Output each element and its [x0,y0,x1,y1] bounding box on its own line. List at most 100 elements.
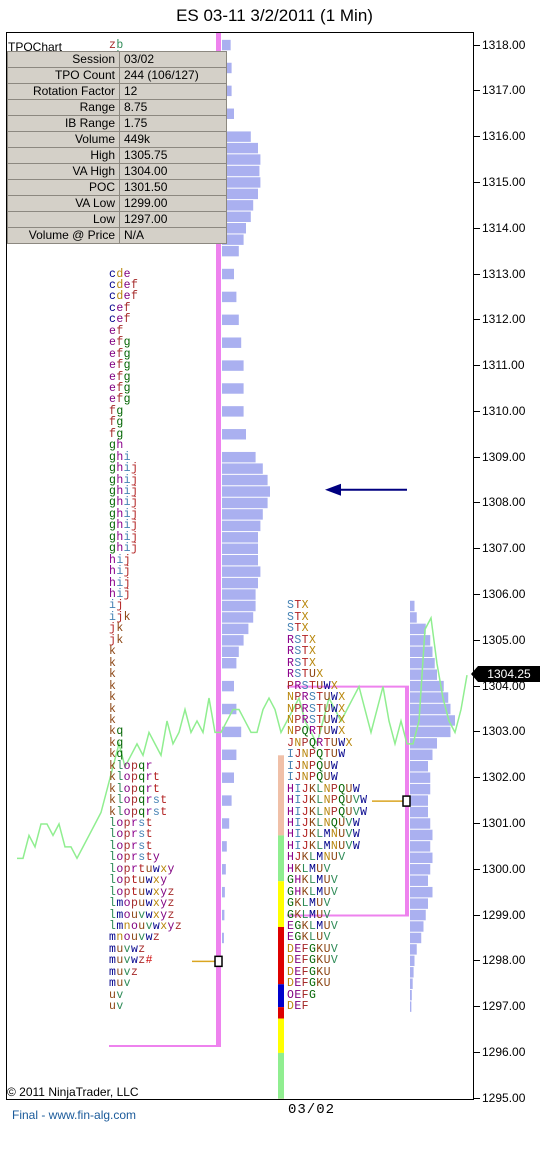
tpo-letter: W [360,805,368,819]
tpo-letter: P [294,713,302,727]
y-tick-mark [474,181,480,183]
tpo-letter: z [138,942,146,956]
tpo-letter: J [287,736,295,750]
tpo-row: klopqrt [109,782,160,796]
prior-volume-bar [222,795,232,806]
tpo-letter: g [116,404,124,418]
tpo-letter: o [116,828,124,842]
tpo-letter: k [109,702,117,716]
tpo-letter: c [109,313,117,327]
tpo-letter: j [130,496,139,510]
tpo-letter: e [109,324,117,338]
info-key: Volume @ Price [7,227,120,244]
tpo-letter: w [145,908,153,922]
tpo-letter: j [116,610,124,624]
arrow-head [325,483,341,496]
current-volume-bar [410,967,414,978]
tpo-row: muvwz# [109,955,153,967]
tpo-letter: p [123,851,131,865]
prior-volume-bar [222,429,246,440]
tpo-letter: U [338,816,346,830]
tpo-letter: s [138,851,146,865]
tpo-letter: l [109,897,117,911]
tpo-letter: X [338,691,346,705]
tpo-letter: h [109,576,117,590]
tpo-letter: T [301,656,309,670]
tpo-letter: i [116,565,124,579]
tpo-letter: H [287,839,295,853]
tpo-letter: l [109,908,117,922]
current-volume-bar [410,749,433,761]
tpo-letter: k [109,668,117,682]
tpo-letter: K [294,862,302,876]
tpo-letter: p [130,782,139,796]
tpo-letter: L [316,839,324,853]
tpo-letter: N [301,759,309,773]
tpo-letter: U [323,942,331,956]
tpo-letter: u [109,988,117,1002]
info-value: 1305.75 [119,147,227,164]
tpo-letter: f [116,347,124,361]
tpo-letter: E [294,988,302,1002]
tpo-letter: P [330,794,339,808]
prior-volume-bar [222,886,225,898]
prior-volume-bar [222,532,258,543]
tpo-row: DEFGKUV [287,942,338,956]
tpo-letter: E [294,954,302,968]
tpo-letter: k [109,691,117,705]
tpo-letter: J [294,759,302,773]
period-color-strip [278,984,284,1008]
tpo-letter: S [287,622,295,636]
tpo-row: STX [287,612,309,624]
info-key: Volume [7,131,120,148]
tpo-letter: Q [330,816,339,830]
tpo-letter: H [294,874,302,888]
tpo-letter: l [116,771,124,785]
tpo-letter: K [316,942,324,956]
tpo-letter: x [152,885,161,899]
tpo-letter: S [301,679,309,693]
current-volume-bar [410,852,433,864]
tpo-letter: S [294,633,302,647]
tpo-letter: T [316,702,324,716]
current-poc-marker [402,795,411,807]
tpo-letter: I [294,782,302,796]
period-color-strip [278,755,284,836]
plot-area[interactable]: TPOChart zbzbcdecdefcdefcefcefefefgefgef… [6,32,474,1100]
tpo-letter: u [116,965,124,979]
tpo-letter: S [308,702,317,716]
current-volume-bar [410,726,451,738]
tpo-row: efg [109,383,131,395]
tpo-letter: k [123,610,131,624]
tpo-letter: J [301,794,309,808]
y-tick-mark [474,960,480,962]
prior-volume-bar [222,497,268,509]
current-volume-bar [410,692,449,703]
tpo-letter: P [330,805,339,819]
tpo-letter: R [301,713,309,727]
tpo-letter: V [323,908,331,922]
info-key: Range [7,99,120,116]
tpo-row: HIJKLNPQUVW [287,805,368,819]
tpo-letter: p [123,839,131,853]
current-volume-bar [410,635,431,646]
current-volume-bar [410,818,431,829]
y-tick-label: 1314.00 [482,220,526,235]
tpo-letter: t [130,885,139,899]
info-value: 244 (106/127) [119,67,227,84]
tpo-letter: e [109,393,117,407]
tpo-letter: D [287,977,295,991]
tpo-letter: t [160,794,168,808]
tpo-row: cdef [109,280,138,292]
price-line [17,615,468,860]
tpo-letter: i [123,450,131,464]
tpo-row: HIJKLNQUVW [287,816,360,830]
footer-link[interactable]: Final - www.fin-alg.com [12,1108,137,1122]
info-value: 12 [119,83,227,100]
prior-volume-bar [222,772,234,783]
current-volume-bar [410,783,431,795]
tpo-letter: w [130,942,139,956]
tpo-letter: p [130,805,139,819]
current-volume-bar [410,806,428,818]
price-axis[interactable]: 1304.25 1318.00 1317.00 1316.00 1315.00 1314… [471,32,549,1105]
